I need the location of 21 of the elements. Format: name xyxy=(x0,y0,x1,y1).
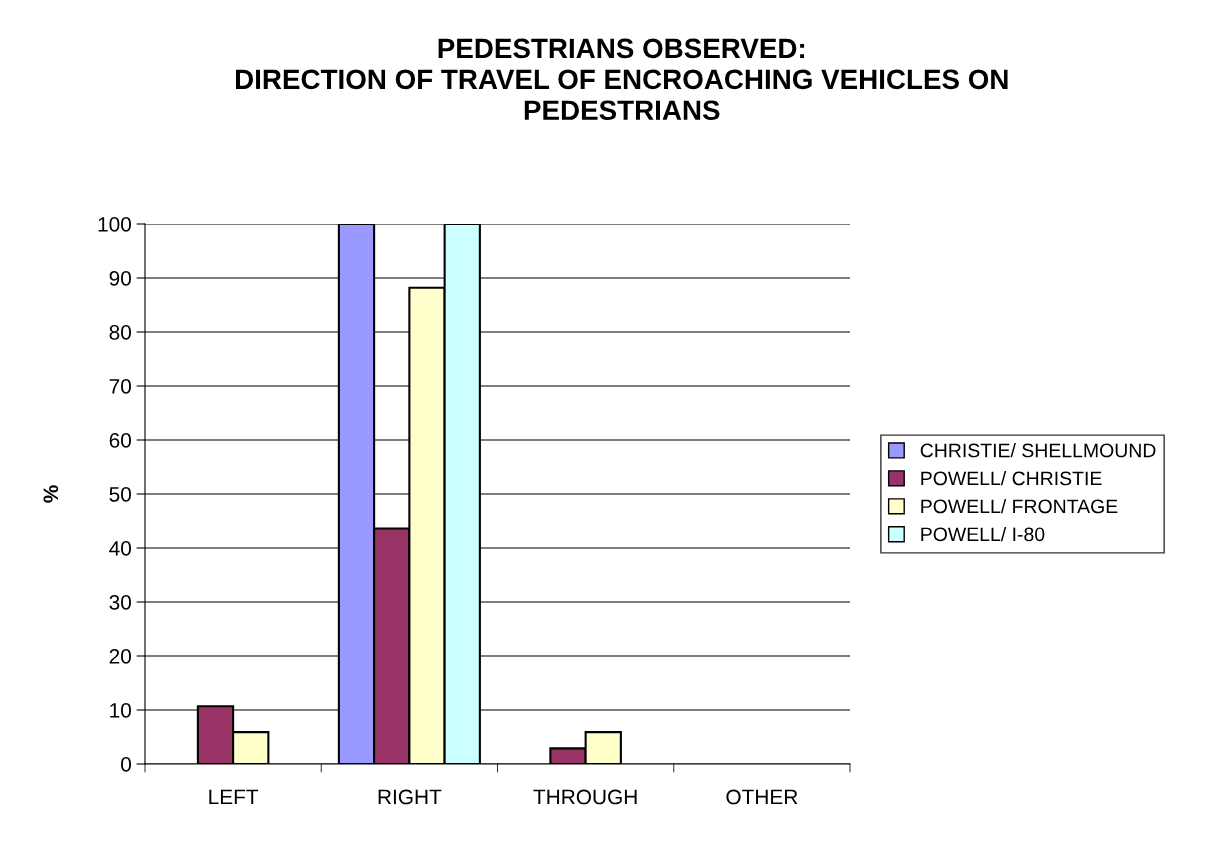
y-tick-label: 80 xyxy=(109,325,131,340)
legend-label: POWELL/ I-80 xyxy=(921,526,1045,542)
y-tick-label: 0 xyxy=(121,757,131,772)
x-tick-label: LEFT xyxy=(209,789,259,805)
y-tick-label: 30 xyxy=(109,595,131,610)
legend-label: CHRISTIE/ SHELLMOUND xyxy=(920,443,1156,458)
y-tick-label: 50 xyxy=(109,487,131,502)
y-tick-label: 20 xyxy=(109,649,131,664)
y-tick-label: 90 xyxy=(109,271,131,286)
x-tick-label: OTHER xyxy=(726,789,798,805)
y-tick-label: 40 xyxy=(109,541,131,556)
legend-label: POWELL/ CHRISTIE xyxy=(921,471,1102,486)
y-axis-title: % xyxy=(43,485,59,503)
chart-title: PEDESTRIANS OBSERVED: DIRECTION OF TRAVEL OF ENCROACHING VEHICLES ON PEDESTRIANS xyxy=(235,38,1008,121)
y-tick-label: 100 xyxy=(98,217,131,232)
x-tick-label: RIGHT xyxy=(378,789,442,805)
y-tick-label: 10 xyxy=(110,703,131,718)
y-tick-label: 70 xyxy=(109,379,131,394)
legend-label: POWELL/ FRONTAGE xyxy=(921,498,1118,514)
x-tick-label: THROUGH xyxy=(533,789,637,805)
y-tick-label: 60 xyxy=(109,433,131,448)
